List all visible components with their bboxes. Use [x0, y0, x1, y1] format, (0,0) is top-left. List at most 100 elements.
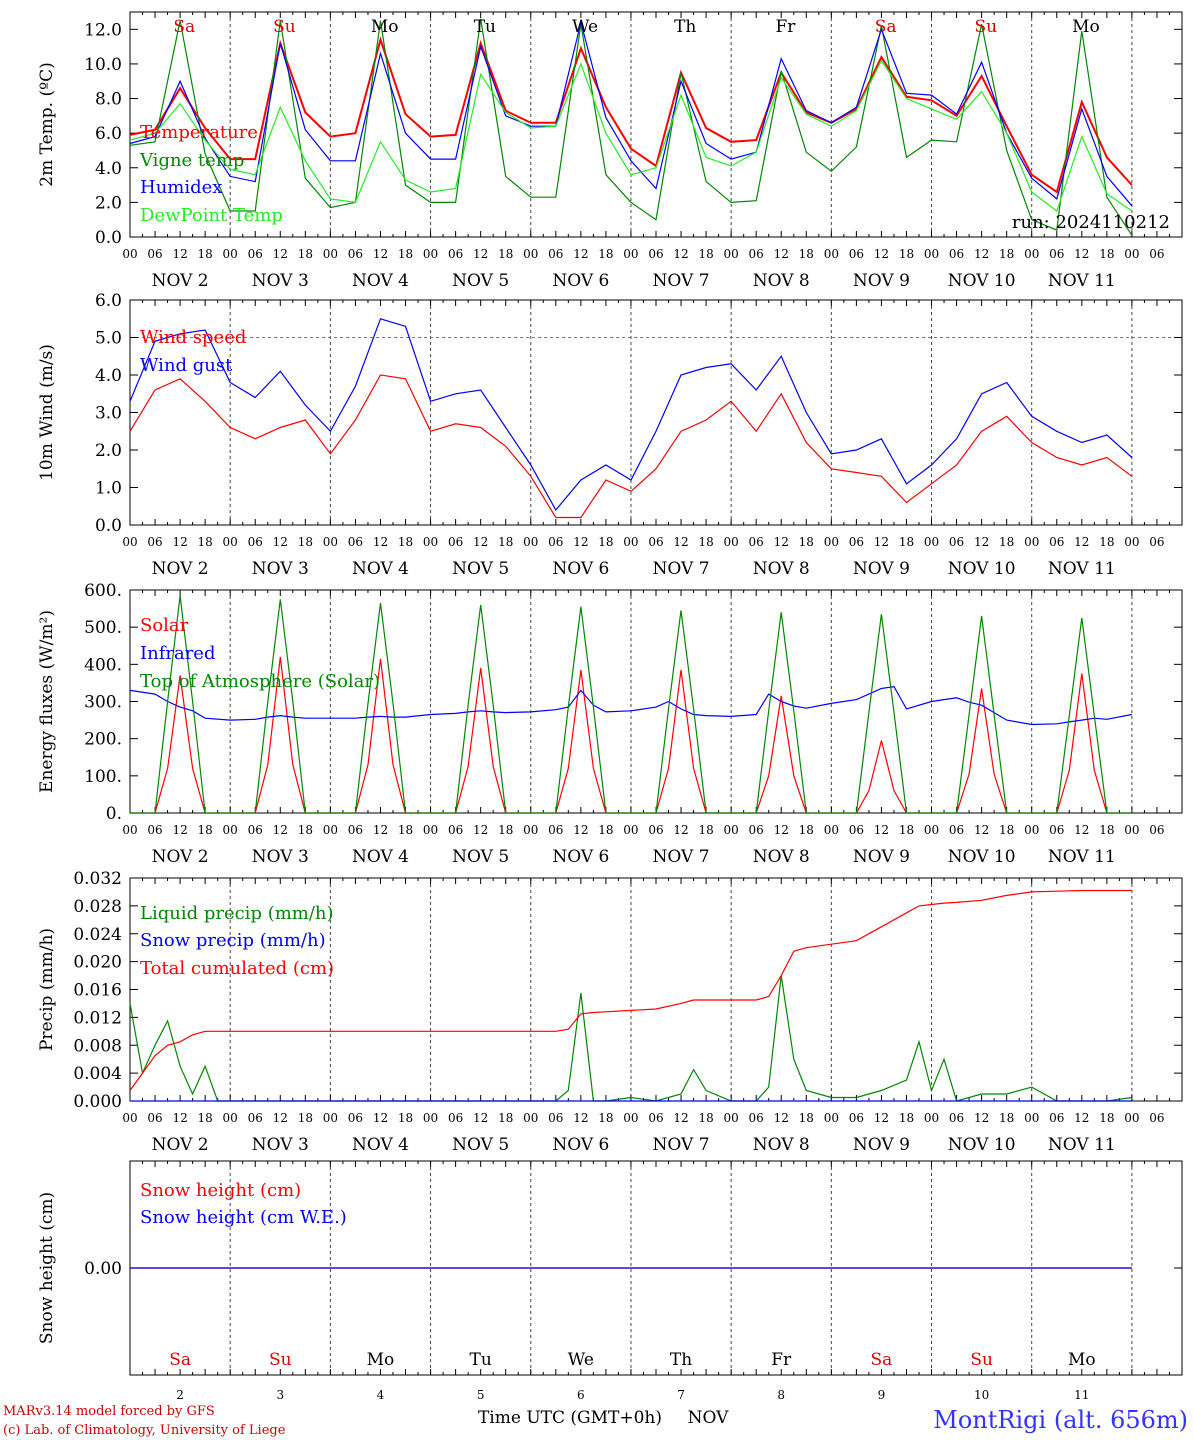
y-tick-label: 5.0 [95, 329, 122, 349]
x-hour-label: 00 [223, 535, 238, 549]
x-day-label: NOV 11 [1048, 271, 1116, 291]
series-line-wind-speed [129, 374, 1133, 519]
day-number-label: 8 [777, 1388, 785, 1402]
x-hour-label: 12 [774, 1111, 789, 1125]
weekday-label: Sa [871, 1350, 893, 1370]
x-hour-label: 12 [974, 1111, 989, 1125]
weekday-label: Mo [367, 1350, 395, 1370]
x-day-label: NOV 9 [853, 1135, 910, 1155]
x-hour-label: 18 [198, 823, 213, 837]
weekday-label: Th [674, 17, 696, 37]
x-hour-label: 06 [749, 535, 764, 549]
y-tick-label: 6.0 [95, 124, 122, 144]
x-axis-title: Time UTC (GMT+0h) [478, 1408, 662, 1428]
x-hour-label: 12 [473, 823, 488, 837]
x-hour-label: 12 [673, 823, 688, 837]
x-hour-label: 06 [147, 1111, 162, 1125]
x-day-label: NOV 5 [452, 847, 509, 867]
x-hour-label: 18 [899, 535, 914, 549]
weekday-label: We [568, 1350, 594, 1370]
x-hour-label: 06 [949, 823, 964, 837]
series-line-total-cumulated-cm- [129, 889, 1132, 1091]
x-day-label: NOV 5 [452, 1135, 509, 1155]
y-tick-label: 6.0 [95, 291, 122, 311]
x-hour-label: 18 [498, 535, 513, 549]
x-hour-label: 18 [1099, 1111, 1114, 1125]
y-tick-label: 0.000 [73, 1092, 122, 1112]
x-hour-label: 12 [172, 823, 187, 837]
x-hour-label: 12 [874, 535, 889, 549]
y-tick-label: 12.0 [84, 20, 122, 40]
x-hour-label: 00 [623, 823, 638, 837]
x-hour-label: 12 [172, 1111, 187, 1125]
series-line-humidex [129, 22, 1133, 207]
x-hour-label: 12 [172, 535, 187, 549]
x-hour-label: 18 [298, 1111, 313, 1125]
legend-entry: Liquid precip (mm/h) [140, 903, 334, 924]
series-line-dewpoint-temp [129, 59, 1133, 212]
x-day-label: NOV 7 [653, 271, 710, 291]
series-line-infrared [129, 685, 1133, 726]
x-hour-label: 06 [749, 1111, 764, 1125]
chart-panel-1: 0.0 2.0 4.0 6.0 8.0 10.0 12.0 2m Temp. (ºC) Temp… [37, 11, 1183, 291]
x-hour-label: 12 [373, 247, 388, 261]
x-hour-label: 18 [999, 823, 1014, 837]
x-day-label: NOV 10 [948, 559, 1016, 579]
x-hour-label: 00 [924, 1111, 939, 1125]
x-hour-label: 06 [949, 1111, 964, 1125]
x-hour-label: 06 [248, 823, 263, 837]
x-hour-label: 18 [1099, 823, 1114, 837]
x-hour-label: 12 [1074, 247, 1089, 261]
legend-entry: Snow precip (mm/h) [140, 930, 326, 951]
x-hour-label: 18 [398, 823, 413, 837]
series-line-vigne-temp [129, 18, 1133, 236]
x-hour-label: 00 [423, 247, 438, 261]
x-hour-label: 12 [273, 535, 288, 549]
x-hour-label: 18 [698, 823, 713, 837]
x-hour-label: 00 [724, 1111, 739, 1125]
x-hour-label: 12 [974, 247, 989, 261]
x-day-label: NOV 10 [948, 1135, 1016, 1155]
legend-entry: Top of Atmosphere (Solar) [140, 671, 380, 692]
x-hour-label: 12 [273, 247, 288, 261]
x-hour-label: 12 [1074, 823, 1089, 837]
x-day-label: NOV 11 [1048, 559, 1116, 579]
x-day-label: NOV 2 [152, 1135, 209, 1155]
x-hour-label: 18 [598, 247, 613, 261]
x-hour-label: 00 [323, 247, 338, 261]
chart-panel-3: 0. 100. 200. 300. 400. 500. 600. Energy fluxes … [37, 581, 1183, 867]
x-hour-label: 00 [1124, 535, 1139, 549]
x-hour-label: 18 [498, 247, 513, 261]
x-hour-label: 12 [874, 1111, 889, 1125]
x-day-label: NOV 7 [653, 559, 710, 579]
x-day-label: NOV 3 [252, 1135, 309, 1155]
day-number-label: 2 [176, 1388, 184, 1402]
legend-entry: Temperature [140, 122, 258, 143]
x-hour-label: 06 [448, 247, 463, 261]
y-tick-label: 200. [84, 730, 122, 750]
x-hour-label: 12 [1074, 1111, 1089, 1125]
x-hour-label: 12 [774, 535, 789, 549]
x-hour-label: 06 [147, 247, 162, 261]
x-hour-label: 18 [198, 1111, 213, 1125]
y-axis-label: 2m Temp. (ºC) [37, 62, 57, 187]
x-hour-label: 06 [448, 535, 463, 549]
x-day-label: NOV 9 [853, 559, 910, 579]
x-day-label: NOV 3 [252, 559, 309, 579]
x-hour-label: 18 [598, 535, 613, 549]
legend-entry: Infrared [140, 643, 215, 664]
x-hour-label: 18 [398, 1111, 413, 1125]
legend-entry: Solar [140, 615, 189, 636]
x-axis-month-label: NOV [688, 1408, 730, 1428]
y-tick-label: 0. [106, 804, 122, 824]
y-tick-label: 0.008 [73, 1036, 122, 1056]
x-hour-label: 06 [749, 823, 764, 837]
y-axis-label: Snow height (cm) [37, 1192, 57, 1344]
day-number-label: 5 [477, 1388, 485, 1402]
x-hour-label: 00 [1124, 823, 1139, 837]
x-hour-label: 12 [273, 1111, 288, 1125]
x-hour-label: 06 [147, 535, 162, 549]
weekday-label: Tu [474, 17, 496, 37]
y-axis-label: 10m Wind (m/s) [37, 344, 57, 481]
x-hour-label: 12 [974, 535, 989, 549]
